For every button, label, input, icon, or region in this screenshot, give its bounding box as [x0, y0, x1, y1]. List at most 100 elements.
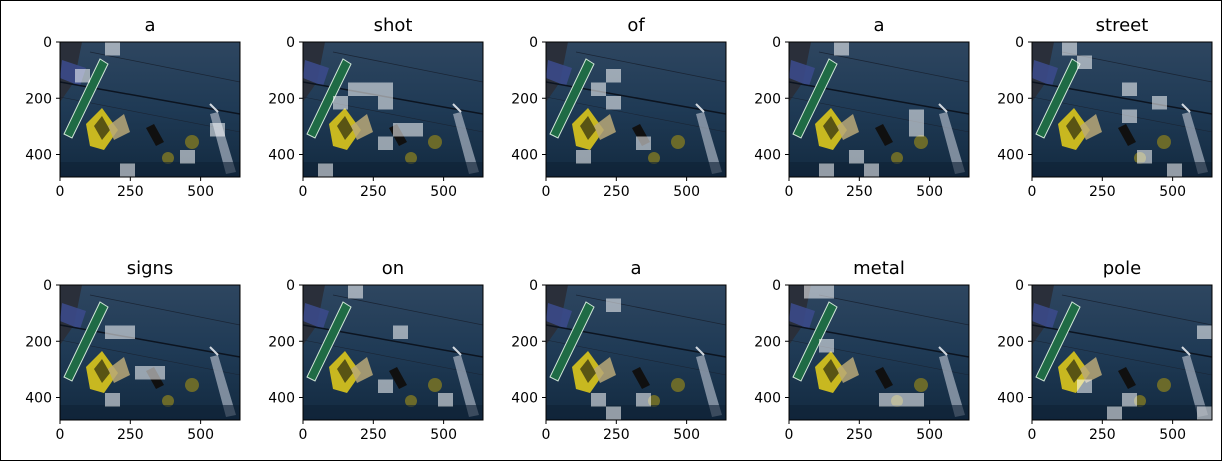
x-tick-label: 250	[1089, 427, 1116, 443]
attention-cell	[408, 123, 423, 137]
attention-cell	[1197, 325, 1212, 339]
attention-panel: shot 0 250 500 0 200 400	[268, 15, 484, 200]
attention-panel: of 0 250 500 0 200 400	[511, 15, 727, 200]
attention-cell	[819, 285, 834, 299]
axes-frame	[545, 284, 727, 421]
x-tick-label: 250	[360, 184, 387, 200]
attention-cell	[819, 339, 834, 353]
y-tick-label: 0	[286, 35, 295, 51]
attention-cell	[879, 393, 894, 407]
x-tick-label: 0	[785, 427, 794, 443]
y-tick-label: 0	[772, 35, 781, 51]
street-photo	[1032, 42, 1212, 177]
attention-cell	[606, 406, 621, 420]
x-tick-label: 500	[430, 427, 457, 443]
panel-title: a	[873, 15, 884, 36]
y-tick-label: 200	[754, 334, 781, 350]
attention-panel: signs 0 250 500 0 200 400	[25, 258, 241, 443]
street-photo	[789, 285, 969, 420]
attention-cell	[105, 393, 120, 407]
attention-cell	[180, 150, 195, 164]
y-tick-label: 200	[25, 91, 52, 107]
x-tick-label: 250	[117, 184, 144, 200]
attention-cell	[591, 393, 606, 407]
y-tick-label: 0	[1015, 35, 1024, 51]
attention-cell	[804, 285, 819, 299]
attention-cell	[75, 69, 90, 83]
attention-cell	[864, 163, 879, 177]
x-tick-label: 0	[1028, 427, 1037, 443]
attention-cell	[120, 163, 135, 177]
attention-panel: on 0 250 500 0 200 400	[268, 258, 484, 443]
attention-cell	[378, 96, 393, 110]
axes-frame	[788, 284, 970, 421]
x-tick-label: 0	[56, 427, 65, 443]
attention-panel: street 0 250 500 0 200 400	[997, 15, 1213, 200]
y-tick-label: 0	[43, 35, 52, 51]
y-tick-label: 0	[529, 35, 538, 51]
attention-cell	[105, 325, 120, 339]
x-tick-label: 500	[916, 427, 943, 443]
y-tick-label: 200	[268, 334, 295, 350]
y-tick-label: 400	[268, 148, 295, 164]
x-tick-label: 0	[785, 184, 794, 200]
axes-frame	[59, 41, 241, 178]
attention-panel: a 0 250 500 0 200 400	[511, 258, 727, 443]
attention-cell	[348, 82, 363, 96]
attention-cell	[849, 150, 864, 164]
x-tick-label: 500	[673, 184, 700, 200]
x-tick-label: 500	[430, 184, 457, 200]
attention-cell	[1107, 406, 1122, 420]
attention-cell	[105, 42, 120, 56]
attention-cell	[135, 366, 150, 380]
y-tick-label: 0	[1015, 278, 1024, 294]
street-photo	[789, 42, 969, 177]
y-tick-label: 400	[511, 148, 538, 164]
attention-cell	[210, 123, 225, 137]
attention-panel: metal 0 250 500 0 200 400	[754, 258, 970, 443]
y-tick-label: 0	[529, 278, 538, 294]
y-tick-label: 400	[25, 148, 52, 164]
x-tick-label: 250	[846, 184, 873, 200]
attention-cell	[636, 393, 651, 407]
attention-cell	[576, 150, 591, 164]
attention-cell	[348, 285, 363, 299]
street-photo	[60, 285, 240, 420]
attention-cell	[378, 82, 393, 96]
x-tick-label: 0	[299, 427, 308, 443]
axes-frame	[788, 41, 970, 178]
street-photo	[60, 42, 240, 177]
street-photo	[1032, 285, 1212, 420]
y-tick-label: 400	[511, 391, 538, 407]
attention-cell	[909, 123, 924, 137]
street-photo	[303, 285, 483, 420]
panel-title: of	[627, 15, 645, 36]
attention-panel: pole 0 250 500 0 200 400	[997, 258, 1213, 443]
x-tick-label: 0	[56, 184, 65, 200]
attention-cell	[636, 136, 651, 150]
attention-panel: a 0 250 500 0 200 400	[25, 15, 241, 200]
attention-cell	[909, 393, 924, 407]
attention-cell	[378, 379, 393, 393]
attention-panel: a 0 250 500 0 200 400	[754, 15, 970, 200]
y-tick-label: 200	[511, 91, 538, 107]
attention-cell	[1167, 163, 1182, 177]
attention-cell	[909, 109, 924, 123]
panel-title: signs	[127, 258, 174, 279]
axes-frame	[545, 41, 727, 178]
attention-cell	[1122, 393, 1137, 407]
attention-cell	[378, 136, 393, 150]
x-tick-label: 250	[603, 184, 630, 200]
panel-title: a	[630, 258, 641, 279]
y-tick-label: 0	[286, 278, 295, 294]
x-tick-label: 500	[1159, 427, 1186, 443]
attention-cell	[1152, 96, 1167, 110]
x-tick-label: 250	[1089, 184, 1116, 200]
attention-cell	[606, 69, 621, 83]
panel-title: shot	[374, 15, 413, 36]
x-tick-label: 250	[360, 427, 387, 443]
panel-title: metal	[853, 258, 905, 279]
x-tick-label: 0	[542, 427, 551, 443]
y-tick-label: 0	[772, 278, 781, 294]
attention-cell	[1077, 55, 1092, 69]
